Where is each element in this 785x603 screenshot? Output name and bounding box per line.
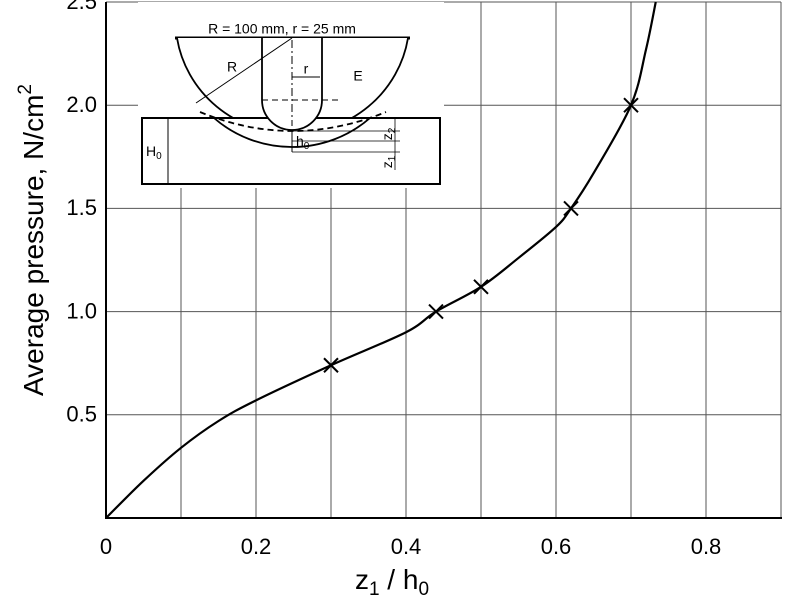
label-part: 1 bbox=[369, 579, 380, 600]
label-part: h bbox=[296, 133, 304, 149]
x-tick-label: 0 bbox=[100, 534, 112, 559]
x-tick-label: 0.2 bbox=[241, 534, 272, 559]
plot: 0 0.2 0.4 0.6 0.8 0.5 1.0 1.5 2.0 2.5 bbox=[66, 0, 782, 559]
y-tick-label: 0.5 bbox=[66, 402, 97, 427]
label-part: 0 bbox=[156, 151, 162, 162]
label-part: z bbox=[355, 564, 369, 595]
label-part: / h bbox=[380, 564, 419, 595]
x-tick-label: 0.4 bbox=[391, 534, 422, 559]
x-tick-label: 0.6 bbox=[541, 534, 572, 559]
y-axis-label: Average pressure, N/cm2 bbox=[15, 84, 49, 396]
y-tick-label: 1.0 bbox=[66, 298, 97, 323]
label-part: 0 bbox=[418, 579, 429, 600]
label-part: 1 bbox=[387, 155, 398, 161]
x-tick-label: 0.8 bbox=[691, 534, 722, 559]
label-part: z bbox=[379, 161, 395, 168]
label-part: 0 bbox=[304, 141, 310, 152]
marker bbox=[563, 200, 579, 217]
marker bbox=[428, 303, 444, 320]
inset-label: H0 bbox=[146, 143, 162, 162]
inset-label: z1 bbox=[379, 155, 398, 168]
marker bbox=[473, 279, 489, 295]
inset-label: E bbox=[353, 68, 362, 84]
y-tick-label: 2.0 bbox=[66, 92, 97, 117]
x-axis-label: z1 / h0 bbox=[355, 564, 429, 600]
label-part: 2 bbox=[387, 127, 398, 133]
label-part: H bbox=[146, 143, 156, 159]
y-tick-label: 2.5 bbox=[66, 0, 97, 14]
inset-title: R = 100 mm, r = 25 mm bbox=[208, 21, 356, 37]
marker bbox=[323, 357, 339, 373]
y-tick-label: 1.5 bbox=[66, 195, 97, 220]
inset-label: h0 bbox=[296, 133, 310, 152]
label-part: z bbox=[379, 133, 395, 140]
inset-label: R bbox=[227, 59, 237, 75]
marker bbox=[623, 97, 639, 113]
inset-diagram bbox=[138, 2, 444, 188]
label-part: Average pressure, N/cm bbox=[18, 95, 49, 396]
line bbox=[105, 1, 657, 519]
inset-label: z2 bbox=[379, 127, 398, 140]
label-part: 2 bbox=[15, 84, 36, 95]
inset-label: r bbox=[304, 61, 309, 77]
